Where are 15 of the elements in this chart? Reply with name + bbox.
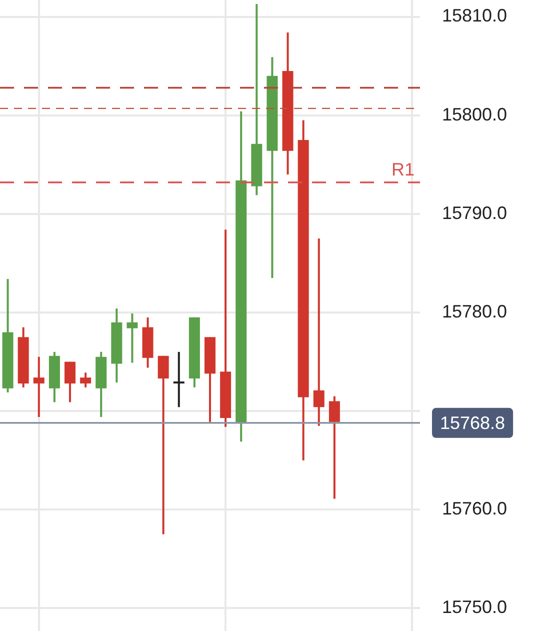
candlestick xyxy=(313,238,324,427)
candlestick xyxy=(158,354,169,536)
y-tick-label: 15800.0 xyxy=(442,104,508,124)
ref-line-label: R1 xyxy=(391,159,415,180)
candlestick xyxy=(64,360,76,404)
candlestick xyxy=(33,356,44,418)
y-tick-label: 15760.0 xyxy=(442,498,508,519)
ref-line-label: 15768.8 xyxy=(440,412,506,433)
y-tick-label: 15790.0 xyxy=(442,202,508,223)
y-tick-label: 15750.0 xyxy=(442,597,508,618)
candlestick xyxy=(126,312,138,364)
candlestick xyxy=(328,395,340,500)
y-tick-label: 15780.0 xyxy=(442,301,508,322)
candlestick xyxy=(80,372,92,388)
y-tick-label: 15810.0 xyxy=(442,6,508,26)
